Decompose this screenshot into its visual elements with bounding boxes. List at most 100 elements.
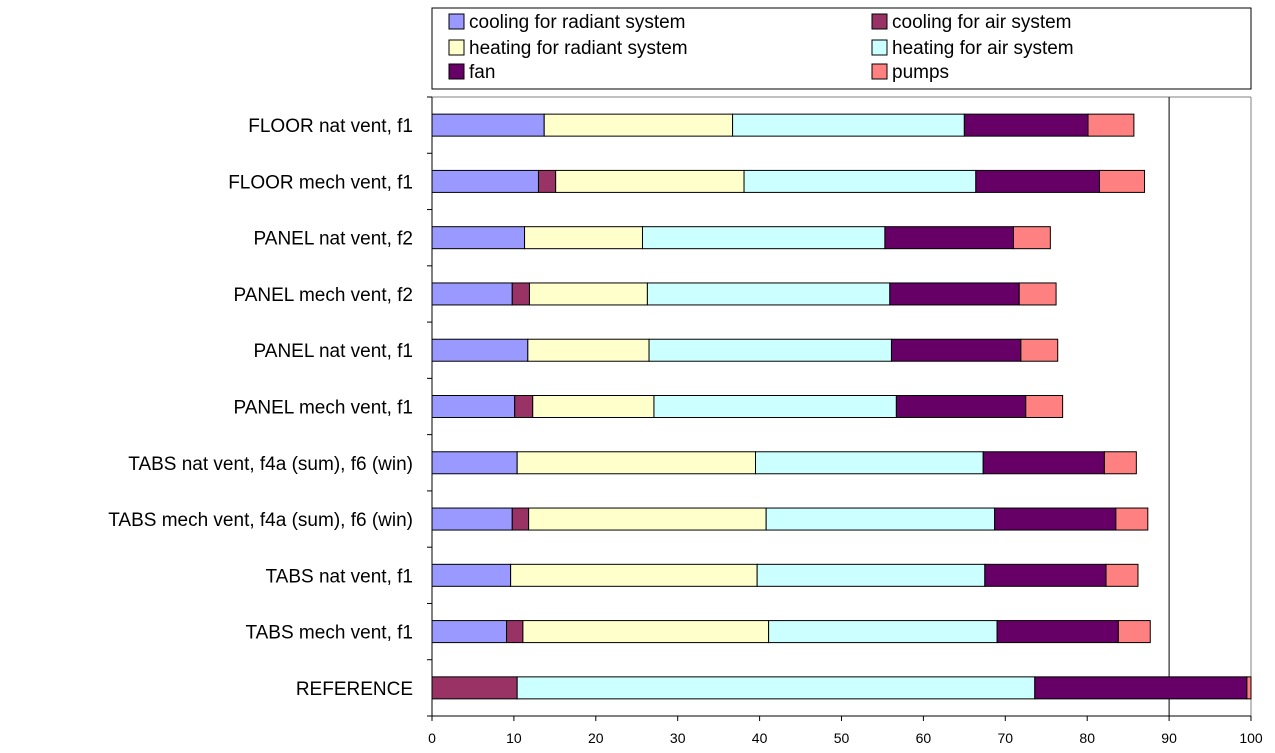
bar-segment-cooling-for-radiant-system	[431, 507, 513, 531]
legend-label-fan: fan	[469, 62, 495, 83]
legend-swatch-heating-for-air-system	[871, 39, 888, 56]
bars	[431, 113, 1252, 700]
bar-segment-cooling-for-radiant-system	[431, 113, 545, 137]
x-tick-label: 80	[1079, 730, 1095, 746]
bar-segment-heating-for-air-system	[755, 451, 984, 475]
bar-segment-heating-for-air-system	[756, 563, 986, 587]
category-label: TABS mech vent, f4a (sum), f6 (win)	[108, 510, 413, 531]
bar-segment-pumps	[1105, 563, 1139, 587]
bar-segment-heating-for-air-system	[765, 507, 996, 531]
bar-segment-heating-for-radiant-system	[528, 507, 767, 531]
bar-segment-cooling-for-radiant-system	[431, 451, 518, 475]
bar-segment-heating-for-radiant-system	[555, 169, 745, 193]
category-label: FLOOR mech vent, f1	[228, 172, 413, 193]
bar-segment-cooling-for-air-system	[511, 282, 530, 306]
bar-segment-heating-for-radiant-system	[543, 113, 734, 137]
x-axis: 0 10 20 30 40 50 60 70 80 90 100	[428, 715, 1263, 746]
x-tick-label: 20	[588, 730, 604, 746]
bar-segment-fan	[895, 395, 1027, 418]
legend-swatch-pumps	[871, 63, 888, 80]
bar-segment-cooling-for-radiant-system	[431, 169, 539, 193]
bar-segment-heating-for-radiant-system	[532, 395, 655, 418]
bar-segment-cooling-for-air-system	[537, 169, 557, 193]
bar-segment-fan	[889, 282, 1020, 306]
legend: cooling for radiant system cooling for ai…	[431, 7, 1252, 90]
bar-segment-cooling-for-air-system	[506, 620, 524, 644]
bar-segment-cooling-for-radiant-system	[431, 338, 529, 362]
bar-segment-pumps	[1087, 113, 1135, 137]
bar-segment-pumps	[1246, 676, 1252, 700]
bar-segment-pumps	[1012, 226, 1051, 250]
bar-segment-fan	[996, 620, 1119, 644]
x-tick-label: 10	[506, 730, 522, 746]
x-tick-label: 70	[998, 730, 1014, 746]
bar-segment-cooling-for-air-system	[514, 395, 534, 418]
legend-label-heating-for-radiant-system: heating for radiant system	[469, 38, 688, 59]
bar-segment-heating-for-air-system	[732, 113, 965, 137]
x-tick-label: 40	[752, 730, 768, 746]
bar-segment-heating-for-radiant-system	[524, 226, 643, 250]
bar-segment-pumps	[1025, 395, 1064, 418]
bar-segment-heating-for-air-system	[648, 338, 892, 362]
bar-segment-heating-for-radiant-system	[528, 282, 648, 306]
bar-segment-cooling-for-radiant-system	[431, 226, 526, 250]
x-tick-label: 60	[916, 730, 932, 746]
legend-swatch-cooling-for-radiant-system	[448, 13, 465, 30]
legend-box	[431, 7, 1252, 90]
category-label: TABS nat vent, f1	[265, 566, 413, 587]
bar-segment-heating-for-air-system	[516, 676, 1036, 700]
category-label: FLOOR nat vent, f1	[248, 116, 413, 137]
bar-segment-heating-for-radiant-system	[510, 563, 758, 587]
bar-segment-fan	[984, 563, 1107, 587]
category-label: PANEL nat vent, f1	[254, 341, 413, 362]
bar-segment-heating-for-radiant-system	[522, 620, 770, 644]
bar-segment-heating-for-air-system	[768, 620, 998, 644]
bar-segment-fan	[884, 226, 1014, 250]
bar-segment-pumps	[1098, 169, 1146, 193]
bar-segment-cooling-for-radiant-system	[431, 395, 516, 418]
bar-segment-heating-for-radiant-system	[527, 338, 650, 362]
bar-segment-cooling-for-air-system	[511, 507, 530, 531]
bar-segment-heating-for-radiant-system	[516, 451, 757, 475]
bar-segment-pumps	[1117, 620, 1151, 644]
bar-segment-pumps	[1018, 282, 1057, 306]
bar-segment-heating-for-air-system	[646, 282, 891, 306]
category-labels: FLOOR nat vent, f1 FLOOR mech vent, f1 PAN…	[108, 116, 413, 700]
legend-swatch-fan	[448, 63, 465, 80]
x-tick-label: 0	[428, 730, 436, 746]
category-label: REFERENCE	[296, 679, 413, 700]
category-label: TABS mech vent, f1	[245, 623, 413, 644]
bar-segment-fan	[975, 169, 1100, 193]
bar-segment-heating-for-air-system	[653, 395, 897, 418]
bar-segment-pumps	[1020, 338, 1059, 362]
bar-segment-cooling-for-radiant-system	[431, 282, 513, 306]
legend-label-cooling-for-radiant-system: cooling for radiant system	[469, 12, 686, 33]
bar-segment-heating-for-air-system	[743, 169, 977, 193]
legend-label-cooling-for-air-system: cooling for air system	[892, 12, 1072, 33]
category-label: PANEL mech vent, f2	[233, 285, 413, 306]
bar-segment-cooling-for-radiant-system	[431, 563, 512, 587]
bar-segment-fan	[1034, 676, 1248, 700]
category-label: PANEL mech vent, f1	[233, 398, 413, 419]
category-label: PANEL nat vent, f2	[254, 229, 413, 250]
bar-segment-cooling-for-radiant-system	[431, 620, 508, 644]
bar-segment-cooling-for-air-system	[431, 676, 518, 700]
category-label: TABS nat vent, f4a (sum), f6 (win)	[128, 454, 413, 475]
bar-segment-fan	[994, 507, 1117, 531]
legend-swatch-heating-for-radiant-system	[448, 39, 465, 56]
legend-label-heating-for-air-system: heating for air system	[892, 38, 1074, 59]
bar-segment-fan	[890, 338, 1022, 362]
legend-label-pumps: pumps	[892, 62, 949, 83]
x-tick-label: 100	[1239, 730, 1263, 746]
x-tick-label: 50	[834, 730, 850, 746]
bar-segment-pumps	[1115, 507, 1149, 531]
bar-segment-pumps	[1103, 451, 1137, 475]
bar-segment-fan	[963, 113, 1089, 137]
x-tick-label: 30	[670, 730, 686, 746]
legend-swatch-cooling-for-air-system	[871, 13, 888, 30]
bar-segment-heating-for-air-system	[641, 226, 886, 250]
x-tick-label: 90	[1161, 730, 1177, 746]
bar-segment-fan	[982, 451, 1105, 475]
